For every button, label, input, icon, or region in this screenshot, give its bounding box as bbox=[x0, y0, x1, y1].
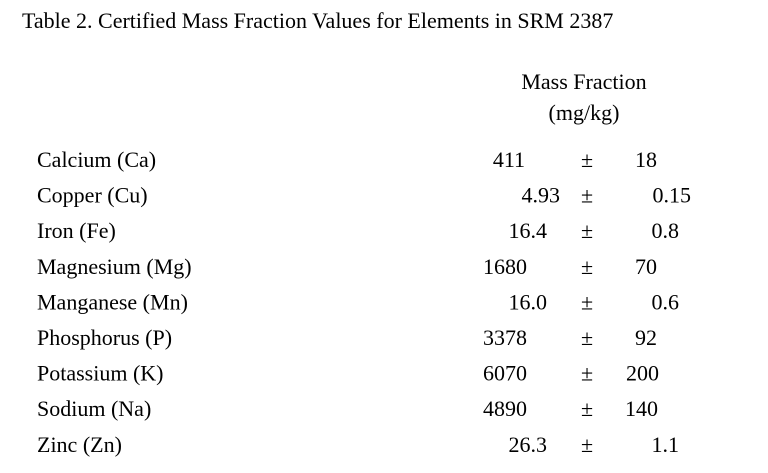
plus-minus: ± bbox=[581, 325, 593, 350]
plus-minus: ± bbox=[581, 218, 593, 243]
column-header: Mass Fraction bbox=[521, 69, 646, 94]
mass-fraction: 3378 bbox=[483, 325, 527, 350]
column-header: (mg/kg) bbox=[549, 100, 620, 125]
mass-fraction: 16.0 bbox=[509, 289, 548, 314]
plus-minus: ± bbox=[581, 147, 593, 172]
plus-minus: ± bbox=[581, 183, 593, 208]
uncertainty: 140 bbox=[625, 396, 658, 421]
plus-minus: ± bbox=[581, 361, 593, 386]
mass-fraction: 4890 bbox=[483, 396, 527, 421]
uncertainty: 18 bbox=[635, 147, 657, 172]
table-title: Table 2. Certified Mass Fraction Values … bbox=[22, 8, 613, 33]
element-name: Phosphorus (P) bbox=[37, 325, 172, 350]
plus-minus: ± bbox=[581, 396, 593, 421]
element-name: Zinc (Zn) bbox=[37, 432, 122, 457]
element-name: Calcium (Ca) bbox=[37, 147, 156, 172]
uncertainty: 0.8 bbox=[652, 218, 680, 243]
element-name: Iron (Fe) bbox=[37, 218, 116, 243]
mass-fraction: 26.3 bbox=[509, 432, 548, 457]
element-name: Copper (Cu) bbox=[37, 183, 148, 208]
uncertainty: 0.6 bbox=[652, 289, 680, 314]
uncertainty: 0.15 bbox=[653, 183, 692, 208]
uncertainty: 70 bbox=[635, 254, 657, 279]
mass-fraction: 1680 bbox=[483, 254, 527, 279]
element-name: Magnesium (Mg) bbox=[37, 254, 192, 279]
element-name: Sodium (Na) bbox=[37, 396, 151, 421]
plus-minus: ± bbox=[581, 432, 593, 457]
mass-fraction: 6070 bbox=[483, 361, 527, 386]
uncertainty: 92 bbox=[635, 325, 657, 350]
element-name: Manganese (Mn) bbox=[37, 289, 188, 314]
uncertainty: 200 bbox=[626, 361, 659, 386]
plus-minus: ± bbox=[581, 254, 593, 279]
uncertainty: 1.1 bbox=[652, 432, 680, 457]
mass-fraction: 411 bbox=[493, 147, 525, 172]
element-name: Potassium (K) bbox=[37, 361, 164, 386]
mass-fraction: 16.4 bbox=[509, 218, 548, 243]
plus-minus: ± bbox=[581, 289, 593, 314]
mass-fraction: 4.93 bbox=[522, 183, 561, 208]
